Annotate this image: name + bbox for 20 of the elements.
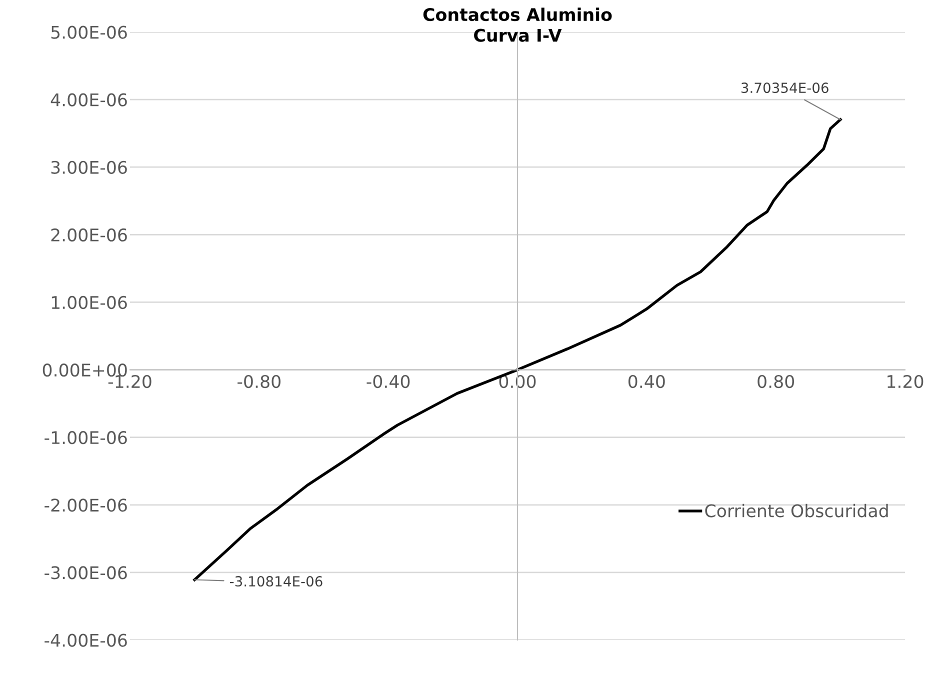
y-tick-label: 3.00E-06 [51,160,127,174]
y-tick-label: 4.00E-06 [50,93,127,106]
y-tick-label: -1.00E-06 [44,431,127,444]
legend-label: Corriente Obscuridad [705,504,888,518]
x-tick-label: -1.20 [108,374,152,388]
annotation: -3.10814E-06 [230,576,322,587]
y-tick-label: -3.00E-06 [44,566,127,580]
x-tick-label: -0.80 [238,374,280,388]
x-tick-label: 0.80 [758,374,794,388]
y-tick-label: -2.00E-06 [44,498,127,512]
y-tick-label: 2.00E-06 [51,228,127,242]
x-tick-label: -0.40 [366,374,410,388]
y-tick-label: 1.00E-06 [52,296,127,310]
chart-title: Contactos Aluminio Curva I-V [423,8,612,42]
x-tick-label: 1.20 [888,374,924,388]
x-tick-label: 0.40 [628,374,665,388]
annotation: 3.70354E-06 [741,82,828,94]
y-tick-label: -4.00E-06 [44,634,127,647]
y-tick-label: 0.00E+00 [42,363,127,377]
y-tick-label: 5.00E-06 [51,26,127,39]
